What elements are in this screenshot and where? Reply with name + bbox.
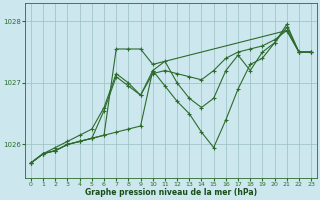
X-axis label: Graphe pression niveau de la mer (hPa): Graphe pression niveau de la mer (hPa): [85, 188, 257, 197]
